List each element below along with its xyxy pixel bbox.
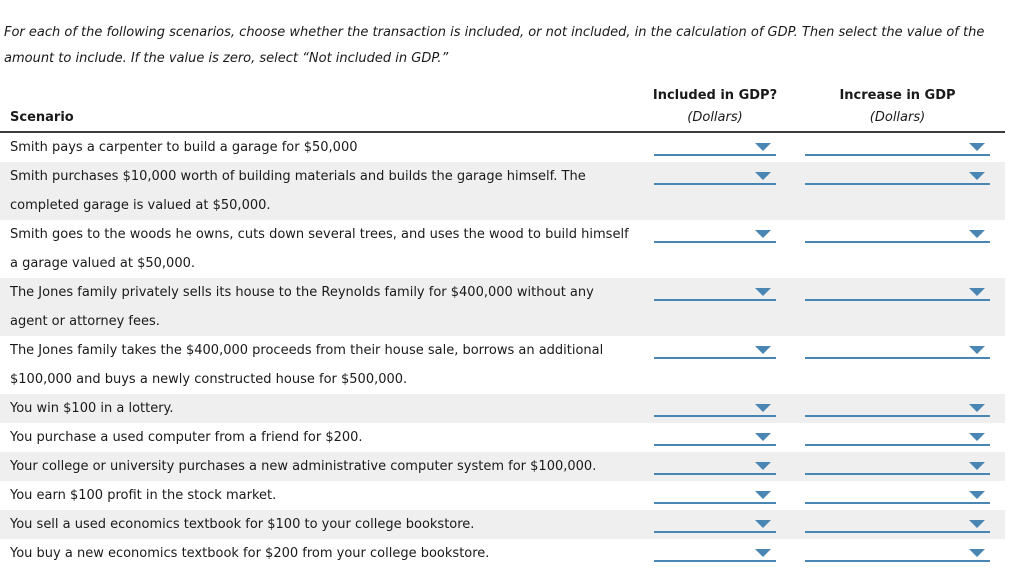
included-in-gdp-dropdown[interactable]: [654, 486, 776, 504]
dropdown-arrow-icon: [969, 433, 985, 441]
included-in-gdp-dropdown[interactable]: [654, 341, 776, 359]
scenario-text: The Jones family privately sells its hou…: [10, 285, 594, 329]
table-row: The Jones family privately sells its hou…: [0, 278, 1005, 336]
increase-in-gdp-dropdown[interactable]: [805, 486, 990, 504]
table-row: You win $100 in a lottery.: [0, 394, 1005, 423]
increase-in-gdp-dropdown[interactable]: [805, 428, 990, 446]
dropdown-arrow-icon: [969, 549, 985, 557]
increase-in-gdp-dropdown[interactable]: [805, 225, 990, 243]
column-subheader-increase-dollars: (Dollars): [869, 110, 926, 125]
dropdown-arrow-icon: [755, 462, 771, 470]
scenario-text: Smith pays a carpenter to build a garage…: [10, 140, 358, 155]
included-in-gdp-dropdown[interactable]: [654, 457, 776, 475]
dropdown-arrow-icon: [755, 404, 771, 412]
dropdown-arrow-icon: [755, 549, 771, 557]
increase-header-cell: Increase in GDP (Dollars): [790, 88, 1005, 125]
dropdown-arrow-icon: [969, 230, 985, 238]
scenario-text: You buy a new economics textbook for $20…: [10, 546, 490, 561]
table-row: You purchase a used computer from a frie…: [0, 423, 1005, 452]
included-in-gdp-dropdown[interactable]: [654, 225, 776, 243]
scenario-text: You sell a used economics textbook for $…: [10, 517, 475, 532]
table-header: Scenario Included in GDP? (Dollars) Incr…: [0, 88, 1005, 133]
table-rows: Smith pays a carpenter to build a garage…: [0, 133, 1005, 568]
dropdown-arrow-icon: [755, 172, 771, 180]
instructions-text: For each of the following scenarios, cho…: [4, 25, 985, 66]
gdp-table: Scenario Included in GDP? (Dollars) Incr…: [0, 88, 1005, 568]
increase-in-gdp-dropdown[interactable]: [805, 457, 990, 475]
scenario-text: You win $100 in a lottery.: [10, 401, 174, 416]
included-in-gdp-dropdown[interactable]: [654, 428, 776, 446]
included-in-gdp-dropdown[interactable]: [654, 544, 776, 562]
scenario-text: You earn $100 profit in the stock market…: [10, 488, 277, 503]
increase-in-gdp-dropdown[interactable]: [805, 399, 990, 417]
scenario-text: The Jones family takes the $400,000 proc…: [10, 343, 604, 387]
increase-in-gdp-dropdown[interactable]: [805, 544, 990, 562]
dropdown-arrow-icon: [969, 491, 985, 499]
table-row: You earn $100 profit in the stock market…: [0, 481, 1005, 510]
table-row: Smith purchases $10,000 worth of buildin…: [0, 162, 1005, 220]
table-row: You buy a new economics textbook for $20…: [0, 539, 1005, 568]
dropdown-arrow-icon: [755, 346, 771, 354]
dropdown-arrow-icon: [969, 462, 985, 470]
dropdown-arrow-icon: [755, 433, 771, 441]
dropdown-arrow-icon: [969, 404, 985, 412]
column-header-included: Included in GDP?: [652, 88, 778, 103]
increase-in-gdp-dropdown[interactable]: [805, 138, 990, 156]
column-header-scenario: Scenario: [10, 110, 74, 125]
included-in-gdp-dropdown[interactable]: [654, 167, 776, 185]
dropdown-arrow-icon: [755, 288, 771, 296]
scenario-text: You purchase a used computer from a frie…: [10, 430, 363, 445]
table-row: The Jones family takes the $400,000 proc…: [0, 336, 1005, 394]
dropdown-arrow-icon: [969, 346, 985, 354]
included-in-gdp-dropdown[interactable]: [654, 515, 776, 533]
table-row: Smith goes to the woods he owns, cuts do…: [0, 220, 1005, 278]
included-header-cell: Included in GDP? (Dollars): [640, 88, 790, 125]
column-subheader-included-dollars: (Dollars): [687, 110, 743, 125]
gdp-exercise-page: For each of the following scenarios, cho…: [0, 25, 1005, 568]
increase-in-gdp-dropdown[interactable]: [805, 515, 990, 533]
dropdown-arrow-icon: [969, 143, 985, 151]
dropdown-arrow-icon: [755, 230, 771, 238]
table-row: You sell a used economics textbook for $…: [0, 510, 1005, 539]
dropdown-arrow-icon: [969, 172, 985, 180]
table-row: Smith pays a carpenter to build a garage…: [0, 133, 1005, 162]
dropdown-arrow-icon: [969, 520, 985, 528]
dropdown-arrow-icon: [755, 143, 771, 151]
table-row: Your college or university purchases a n…: [0, 452, 1005, 481]
included-in-gdp-dropdown[interactable]: [654, 138, 776, 156]
column-header-increase: Increase in GDP: [839, 88, 956, 103]
increase-in-gdp-dropdown[interactable]: [805, 283, 990, 301]
scenario-text: Smith purchases $10,000 worth of buildin…: [10, 169, 586, 213]
dropdown-arrow-icon: [969, 288, 985, 296]
scenario-text: Smith goes to the woods he owns, cuts do…: [10, 227, 629, 271]
included-in-gdp-dropdown[interactable]: [654, 399, 776, 417]
increase-in-gdp-dropdown[interactable]: [805, 167, 990, 185]
dropdown-arrow-icon: [755, 520, 771, 528]
scenario-text: Your college or university purchases a n…: [10, 459, 597, 474]
dropdown-arrow-icon: [755, 491, 771, 499]
scenario-header-cell: Scenario: [0, 110, 640, 125]
included-in-gdp-dropdown[interactable]: [654, 283, 776, 301]
increase-in-gdp-dropdown[interactable]: [805, 341, 990, 359]
